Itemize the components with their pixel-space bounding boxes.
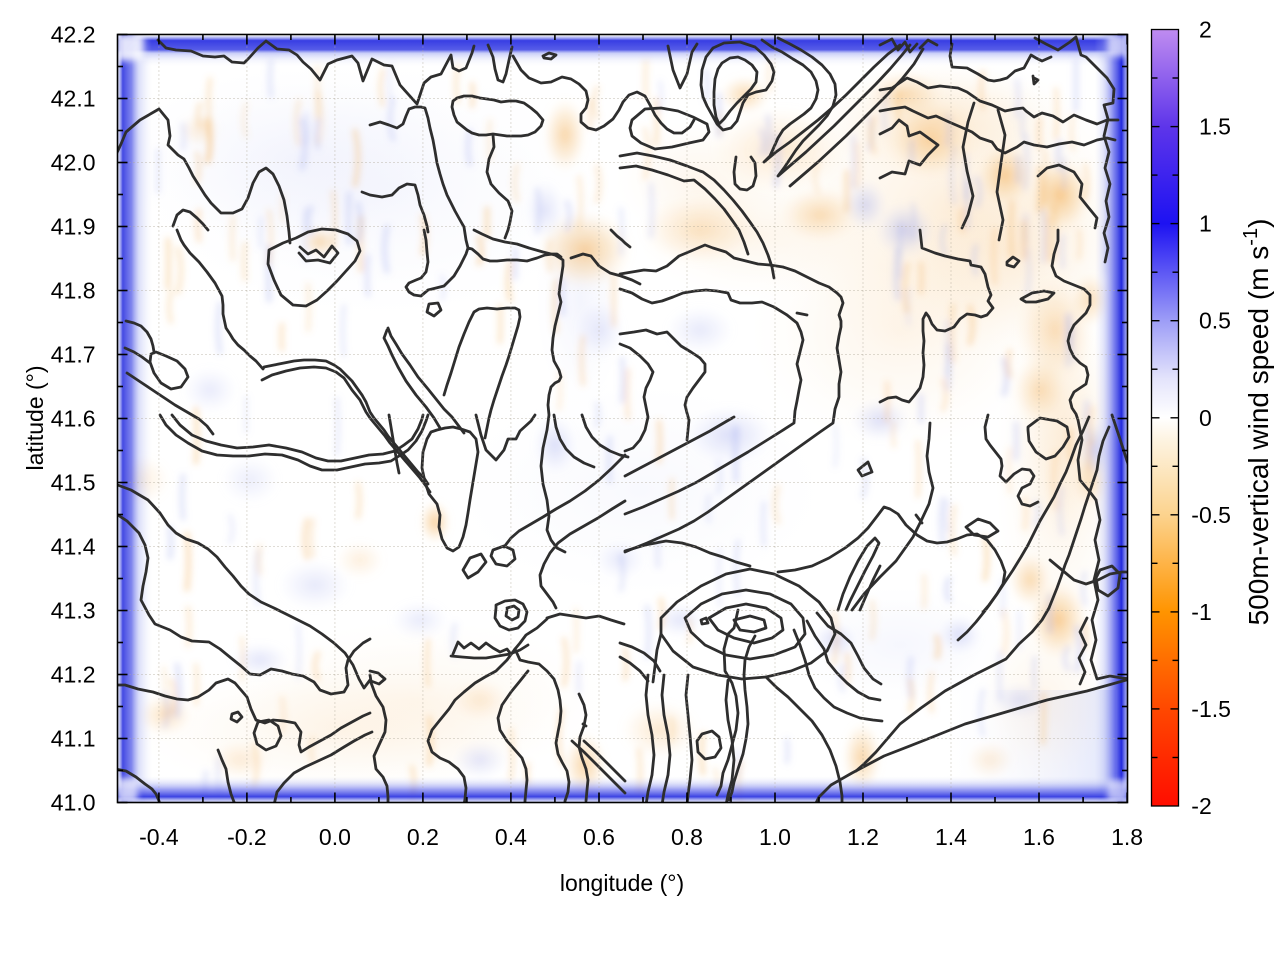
svg-text:-2: -2 [1191, 793, 1211, 819]
svg-text:latitude (°): latitude (°) [22, 365, 48, 470]
svg-text:41.9: 41.9 [51, 214, 96, 240]
svg-text:longitude (°): longitude (°) [560, 870, 684, 896]
svg-text:0.5: 0.5 [1199, 308, 1231, 334]
svg-text:-0.2: -0.2 [227, 824, 267, 850]
svg-text:1.8: 1.8 [1111, 824, 1143, 850]
svg-text:0.4: 0.4 [495, 824, 527, 850]
svg-text:41.7: 41.7 [51, 342, 96, 368]
svg-text:-1: -1 [1191, 599, 1211, 625]
svg-text:-0.4: -0.4 [139, 824, 179, 850]
svg-text:500m-vertical wind speed (m s-: 500m-vertical wind speed (m s-1) [1240, 219, 1274, 626]
svg-text:0.6: 0.6 [583, 824, 615, 850]
svg-text:41.8: 41.8 [51, 278, 96, 304]
svg-text:0.2: 0.2 [407, 824, 439, 850]
svg-text:1.5: 1.5 [1199, 114, 1231, 140]
svg-text:0.8: 0.8 [671, 824, 703, 850]
svg-text:-0.5: -0.5 [1191, 502, 1231, 528]
svg-text:0.0: 0.0 [319, 824, 351, 850]
svg-text:42.2: 42.2 [51, 22, 96, 48]
svg-text:-1.5: -1.5 [1191, 696, 1231, 722]
svg-text:41.2: 41.2 [51, 662, 96, 688]
svg-text:41.0: 41.0 [51, 790, 96, 816]
svg-text:41.6: 41.6 [51, 406, 96, 432]
svg-text:41.1: 41.1 [51, 726, 96, 752]
svg-text:42.0: 42.0 [51, 150, 96, 176]
svg-text:41.3: 41.3 [51, 598, 96, 624]
svg-text:1.4: 1.4 [935, 824, 967, 850]
svg-text:42.1: 42.1 [51, 86, 96, 112]
svg-text:1.6: 1.6 [1023, 824, 1055, 850]
svg-text:41.5: 41.5 [51, 470, 96, 496]
svg-text:0: 0 [1199, 405, 1212, 431]
svg-text:1.2: 1.2 [847, 824, 879, 850]
svg-text:41.4: 41.4 [51, 534, 96, 560]
svg-text:1: 1 [1199, 211, 1212, 237]
svg-text:2: 2 [1199, 17, 1212, 43]
svg-text:1.0: 1.0 [759, 824, 791, 850]
